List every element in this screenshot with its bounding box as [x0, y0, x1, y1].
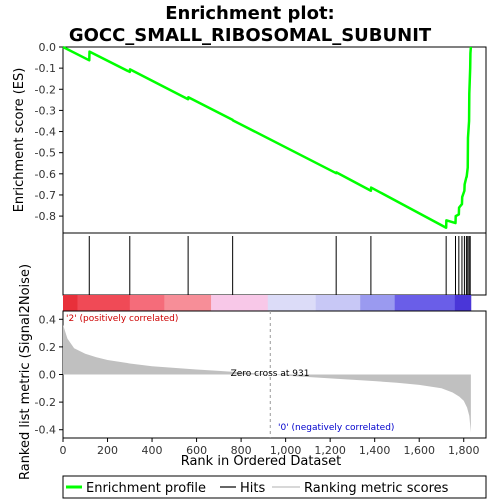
es-y-tick-label: -0.3 — [35, 104, 56, 117]
es-y-tick-label: 0.0 — [39, 41, 57, 54]
heat-band — [360, 295, 396, 311]
metric-y-tick-label: 0.2 — [39, 341, 57, 354]
legend-label: Ranking metric scores — [304, 481, 449, 496]
heat-band — [267, 295, 317, 311]
hits-panel-frame — [62, 232, 487, 296]
zero-cross-label: Zero cross at 931 — [231, 369, 310, 379]
negative-correlation-label: '0' (negatively correlated) — [278, 423, 394, 433]
es-y-ticks: 0.0 -0.1 -0.2 -0.3 -0.4 -0.5 -0.6 -0.7 -0.8 — [35, 41, 63, 223]
positive-correlation-label: '2' (positively correlated) — [66, 314, 178, 324]
es-y-tick-label: -0.6 — [35, 168, 56, 181]
heat-band — [394, 295, 456, 311]
metric-y-tick-label: 0.4 — [39, 313, 57, 326]
x-axis-label: Rank in Ordered Dataset — [181, 454, 342, 469]
metric-y-tick-label: -0.4 — [35, 424, 56, 437]
x-tick-label: 1,000 — [270, 444, 302, 457]
x-tick-label: 1,400 — [359, 444, 391, 457]
legend: Enrichment profile Hits Ranking metric sco… — [66, 481, 449, 496]
x-tick-label: 1,800 — [448, 444, 480, 457]
x-tick-label: 0 — [60, 444, 67, 457]
heat-band — [454, 295, 472, 311]
ranking-heat-bar — [63, 295, 472, 311]
es-y-tick-label: -0.4 — [35, 126, 56, 139]
heat-band — [315, 295, 361, 311]
x-tick-label: 1,200 — [314, 444, 346, 457]
metric-y-ticks: 0.4 0.2 0.0 -0.2 -0.4 — [35, 313, 63, 437]
ranking-metric-area — [63, 324, 471, 433]
metric-y-tick-label: 0.0 — [39, 369, 57, 382]
x-tick-label: 800 — [231, 444, 252, 457]
metric-y-tick-label: -0.2 — [35, 396, 56, 409]
heat-band — [164, 295, 212, 311]
legend-label: Enrichment profile — [86, 481, 206, 496]
es-y-tick-label: -0.5 — [35, 147, 56, 160]
es-y-tick-label: -0.1 — [35, 62, 56, 75]
x-tick-label: 1,600 — [403, 444, 435, 457]
x-tick-label: 400 — [142, 444, 163, 457]
heat-band — [63, 295, 78, 311]
es-y-tick-label: -0.7 — [35, 189, 56, 202]
es-y-tick-label: -0.8 — [35, 210, 56, 223]
heat-band — [77, 295, 131, 311]
heat-band — [211, 295, 269, 311]
chart-title-line2: GOCC_SMALL_RIBOSOMAL_SUBUNIT — [69, 25, 432, 46]
heat-band — [129, 295, 165, 311]
legend-label: Hits — [240, 481, 265, 496]
enrichment-profile-line — [62, 45, 473, 229]
x-tick-label: 200 — [97, 444, 118, 457]
chart-title-line1: Enrichment plot: — [165, 3, 335, 24]
metric-y-axis-label: Ranked list metric (Signal2Noise) — [18, 264, 33, 480]
es-panel-frame — [62, 46, 487, 234]
x-axis-ticks: 0 200 400 600 800 1,000 1,200 1,400 1,600 1,800 — [60, 438, 480, 457]
x-tick-label: 600 — [186, 444, 207, 457]
es-y-tick-label: -0.2 — [35, 83, 56, 96]
es-y-axis-label: Enrichment score (ES) — [12, 68, 27, 213]
hits-markers — [88, 236, 471, 295]
